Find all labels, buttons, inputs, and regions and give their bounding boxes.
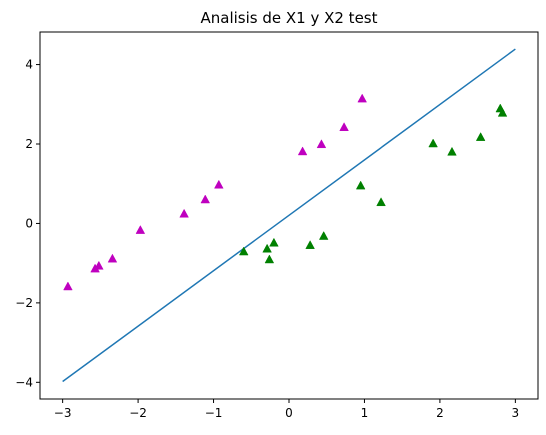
data-point-series-0-9 <box>316 139 327 149</box>
x-tick-label-6: 3 <box>512 406 520 420</box>
data-point-series-0-2 <box>94 260 104 270</box>
data-point-series-1-7 <box>376 197 386 207</box>
x-tick-label-1: −2 <box>129 406 147 420</box>
x-tick-label-3: 0 <box>285 406 293 420</box>
y-tick-label-0: −4 <box>15 375 33 389</box>
data-point-series-1-12 <box>497 107 508 117</box>
data-point-series-0-7 <box>214 179 224 189</box>
chart-title: Analisis de X1 y X2 test <box>200 9 377 27</box>
data-point-series-1-8 <box>428 138 438 148</box>
data-point-series-0-10 <box>339 122 349 131</box>
data-point-series-1-10 <box>475 132 486 141</box>
x-tick-label-5: 2 <box>436 406 444 420</box>
data-point-series-1-6 <box>355 180 366 190</box>
x-tick-label-0: −3 <box>54 406 72 420</box>
data-point-series-0-3 <box>107 253 118 263</box>
y-tick-label-4: 4 <box>25 58 33 72</box>
data-point-series-1-1 <box>262 243 272 253</box>
data-point-series-0-0 <box>63 281 73 291</box>
y-axis: −4 −2 0 2 4 <box>15 58 40 389</box>
data-point-series-1-3 <box>269 237 279 247</box>
data-point-series-1-2 <box>264 254 275 264</box>
data-point-series-0-11 <box>357 93 367 103</box>
y-tick-label-2: 0 <box>25 216 33 230</box>
data-point-series-1-0 <box>238 246 249 256</box>
data-point-series-1-9 <box>447 146 457 156</box>
data-point-series-1-5 <box>318 231 329 240</box>
data-point-series-0-6 <box>200 194 211 204</box>
x-tick-label-2: −1 <box>205 406 223 420</box>
y-tick-label-3: 2 <box>25 137 33 151</box>
x-axis: −3 −2 −1 0 1 2 3 <box>54 399 519 420</box>
y-tick-label-1: −2 <box>15 296 33 310</box>
data-point-series-0-8 <box>297 146 308 156</box>
regression-line <box>62 48 516 383</box>
data-point-series-0-4 <box>135 225 146 234</box>
data-point-series-0-5 <box>179 208 189 218</box>
x-tick-label-4: 1 <box>361 406 369 420</box>
data-point-series-1-4 <box>305 240 315 249</box>
plot-area <box>62 48 516 383</box>
